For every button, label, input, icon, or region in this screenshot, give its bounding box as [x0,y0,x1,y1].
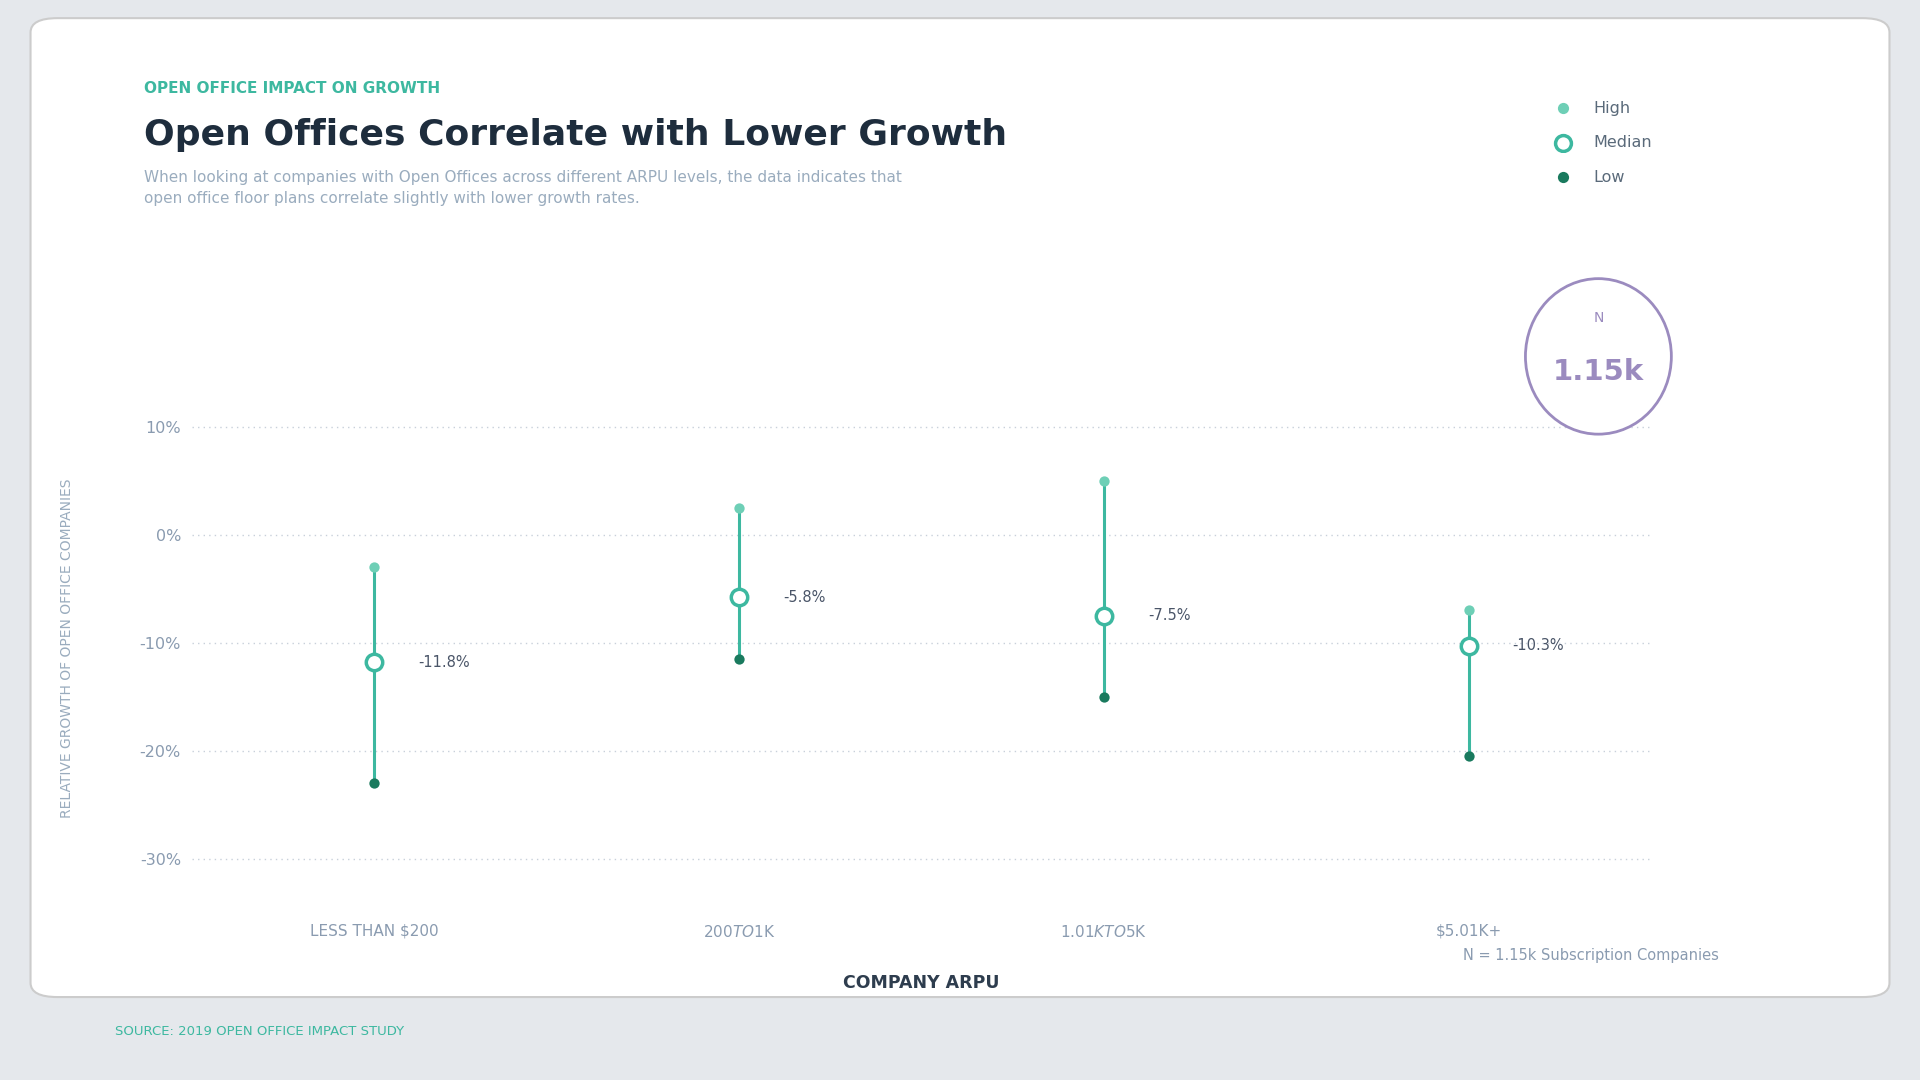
Point [359,653,390,671]
Text: -5.8%: -5.8% [783,590,826,605]
Text: N: N [1594,311,1603,324]
Point [1453,747,1484,765]
Point [1548,134,1578,151]
FancyBboxPatch shape [31,18,1889,997]
Text: -7.5%: -7.5% [1148,608,1190,623]
Point [724,499,755,516]
Text: High: High [1594,100,1630,116]
Point [724,589,755,606]
Text: Median: Median [1594,135,1653,150]
Circle shape [1524,279,1670,434]
Text: When looking at companies with Open Offices across different ARPU levels, the da: When looking at companies with Open Offi… [144,170,902,185]
Point [1548,168,1578,186]
Text: N = 1.15k Subscription Companies: N = 1.15k Subscription Companies [1463,948,1718,963]
Text: -11.8%: -11.8% [419,654,470,670]
Text: -10.3%: -10.3% [1513,638,1565,653]
Text: COMPANY ARPU: COMPANY ARPU [843,974,1000,991]
Text: Low: Low [1594,170,1624,185]
Text: 1.15k: 1.15k [1553,357,1644,386]
Point [1548,99,1578,117]
Point [359,558,390,576]
Point [1453,637,1484,654]
Text: Open Offices Correlate with Lower Growth: Open Offices Correlate with Lower Growth [144,118,1008,152]
Point [1453,602,1484,619]
Point [1089,688,1119,705]
Point [1089,607,1119,624]
Text: SOURCE: 2019 OPEN OFFICE IMPACT STUDY: SOURCE: 2019 OPEN OFFICE IMPACT STUDY [115,1025,405,1038]
Point [724,650,755,667]
Point [1089,472,1119,489]
Text: OPEN OFFICE IMPACT ON GROWTH: OPEN OFFICE IMPACT ON GROWTH [144,81,440,96]
Text: open office floor plans correlate slightly with lower growth rates.: open office floor plans correlate slight… [144,191,639,206]
Text: RELATIVE GROWTH OF OPEN OFFICE COMPANIES: RELATIVE GROWTH OF OPEN OFFICE COMPANIES [60,478,75,818]
Point [359,774,390,792]
